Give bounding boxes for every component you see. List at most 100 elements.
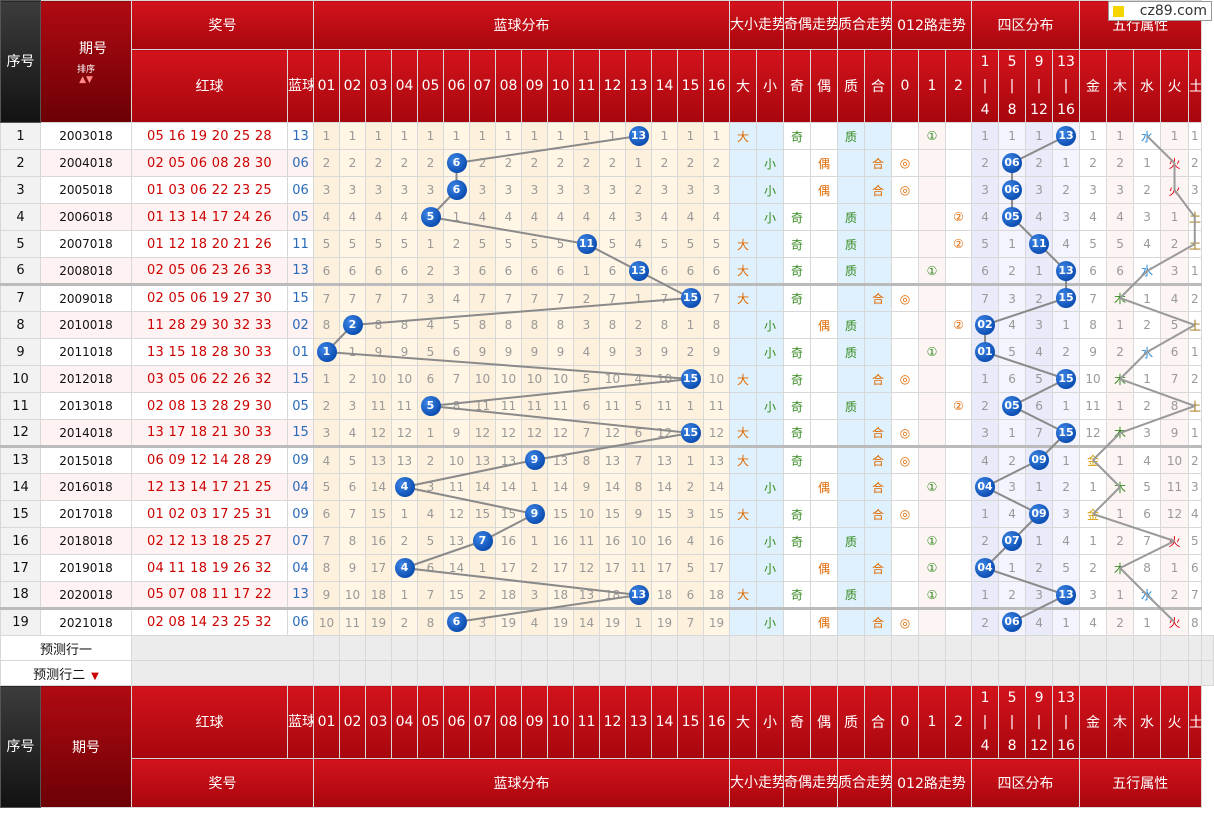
predict-cell[interactable] — [313, 660, 340, 686]
row-seq: 17 — [0, 554, 41, 582]
predict-cell[interactable] — [918, 635, 946, 661]
predict-cell[interactable] — [1200, 660, 1214, 686]
predict-cell[interactable] — [313, 635, 340, 661]
predict-cell[interactable] — [1079, 635, 1108, 661]
predict-cell[interactable] — [810, 635, 838, 661]
predict-cell[interactable] — [756, 660, 784, 686]
predict-cell[interactable] — [469, 660, 496, 686]
predict-cell[interactable] — [1160, 660, 1190, 686]
predict-cell[interactable] — [944, 660, 973, 686]
predict-cell[interactable] — [1133, 635, 1162, 661]
element-cell: 4 — [1106, 203, 1135, 231]
predict-cell[interactable] — [971, 660, 1000, 686]
element-cell: 木 — [1106, 365, 1135, 393]
predict-cell[interactable] — [1106, 660, 1135, 686]
predict-cell[interactable] — [1133, 660, 1162, 686]
predict-cell[interactable] — [810, 660, 838, 686]
blue-cell-2: 4 — [339, 203, 366, 231]
footer-parity: 奇偶走势 — [783, 758, 838, 808]
predict-cell[interactable] — [547, 635, 574, 661]
predict-cell[interactable] — [417, 660, 444, 686]
predict-cell[interactable] — [729, 660, 757, 686]
predict-cell[interactable] — [864, 660, 892, 686]
predict-cell[interactable] — [1052, 635, 1081, 661]
site-logo[interactable]: cz89.com — [1108, 1, 1212, 21]
predict-cell[interactable] — [495, 635, 522, 661]
predict-cell[interactable] — [1025, 635, 1054, 661]
predict-cell[interactable] — [703, 660, 730, 686]
predict-cell[interactable] — [391, 660, 418, 686]
draw-row: 6 2008018 02 05 06 23 26 33 13 6 6 6 6 2 3 6 6 6 6 1 6 6… — [0, 257, 1214, 285]
predict-cell[interactable] — [1188, 660, 1202, 686]
col-period-header[interactable]: 期号 排序 ▲▼ — [40, 0, 132, 123]
predict-cell[interactable] — [729, 635, 757, 661]
predict-cell[interactable] — [547, 660, 574, 686]
arrow-down-icon[interactable]: ▼ — [91, 670, 99, 682]
element-cell: 11 — [1160, 473, 1190, 501]
predict-cell[interactable] — [918, 660, 946, 686]
predict-cell[interactable] — [944, 635, 973, 661]
predict-cell[interactable] — [573, 635, 600, 661]
predict-cell[interactable] — [998, 635, 1027, 661]
predict-cell[interactable] — [783, 660, 811, 686]
road-cell — [944, 473, 973, 501]
road-cell: ① — [918, 527, 946, 555]
predict-cell[interactable] — [365, 635, 392, 661]
predict-row-1-label[interactable]: 预测行一 — [0, 635, 132, 661]
predict-cell[interactable] — [625, 635, 652, 661]
footer-prime: 合 — [864, 685, 892, 759]
blue-ball-marker: 5 — [420, 396, 441, 416]
predict-cell[interactable] — [1160, 635, 1190, 661]
predict-cell[interactable] — [443, 635, 470, 661]
predict-cell[interactable] — [837, 660, 865, 686]
predict-cell[interactable] — [891, 635, 919, 661]
zone-cell-1: 2 — [971, 527, 1000, 555]
predict-input[interactable] — [131, 635, 314, 661]
blue-cell-1: 2 — [313, 392, 340, 420]
predict-cell[interactable] — [1025, 660, 1054, 686]
predict-cell[interactable] — [1079, 660, 1108, 686]
predict-cell[interactable] — [469, 635, 496, 661]
predict-cell[interactable] — [783, 635, 811, 661]
draw-row: 11 2013018 02 08 13 28 29 30 05 2 3 11 11 8 11 11 1… — [0, 392, 1214, 420]
predict-cell[interactable] — [651, 635, 678, 661]
predict-cell[interactable] — [365, 660, 392, 686]
predict-cell[interactable] — [625, 660, 652, 686]
predict-cell[interactable] — [495, 660, 522, 686]
element-cell: 水 — [1133, 581, 1162, 609]
predict-cell[interactable] — [677, 635, 704, 661]
predict-cell[interactable] — [443, 660, 470, 686]
predict-cell[interactable] — [677, 660, 704, 686]
predict-row-2-label[interactable]: 预测行二 ▼ — [0, 660, 132, 686]
predict-cell[interactable] — [1106, 635, 1135, 661]
predict-cell[interactable] — [1200, 635, 1214, 661]
predict-cell[interactable] — [521, 660, 548, 686]
predict-input[interactable] — [131, 660, 314, 686]
road-cell — [944, 581, 973, 609]
predict-cell[interactable] — [1188, 635, 1202, 661]
predict-cell[interactable] — [339, 635, 366, 661]
size-cell: 大 — [729, 283, 757, 312]
predict-cell[interactable] — [756, 635, 784, 661]
predict-cell[interactable] — [417, 635, 444, 661]
predict-cell[interactable] — [599, 660, 626, 686]
sort-button[interactable]: 排序 ▲▼ — [76, 65, 95, 85]
element-cell: 2 — [1188, 283, 1202, 312]
predict-cell[interactable] — [891, 660, 919, 686]
predict-cell[interactable] — [703, 635, 730, 661]
predict-cell[interactable] — [837, 635, 865, 661]
predict-cell[interactable] — [339, 660, 366, 686]
predict-cell[interactable] — [573, 660, 600, 686]
parity-cell: 奇 — [783, 445, 811, 474]
footer-period: 期号 — [40, 685, 132, 808]
predict-cell[interactable] — [998, 660, 1027, 686]
predict-cell[interactable] — [864, 635, 892, 661]
predict-cell[interactable] — [971, 635, 1000, 661]
predict-cell[interactable] — [391, 635, 418, 661]
predict-cell[interactable] — [599, 635, 626, 661]
predict-cell[interactable] — [1052, 660, 1081, 686]
predict-cell[interactable] — [521, 635, 548, 661]
blue-cell-12: 7 — [599, 283, 626, 312]
predict-cell[interactable] — [651, 660, 678, 686]
element-cell: 4 — [1079, 203, 1108, 231]
